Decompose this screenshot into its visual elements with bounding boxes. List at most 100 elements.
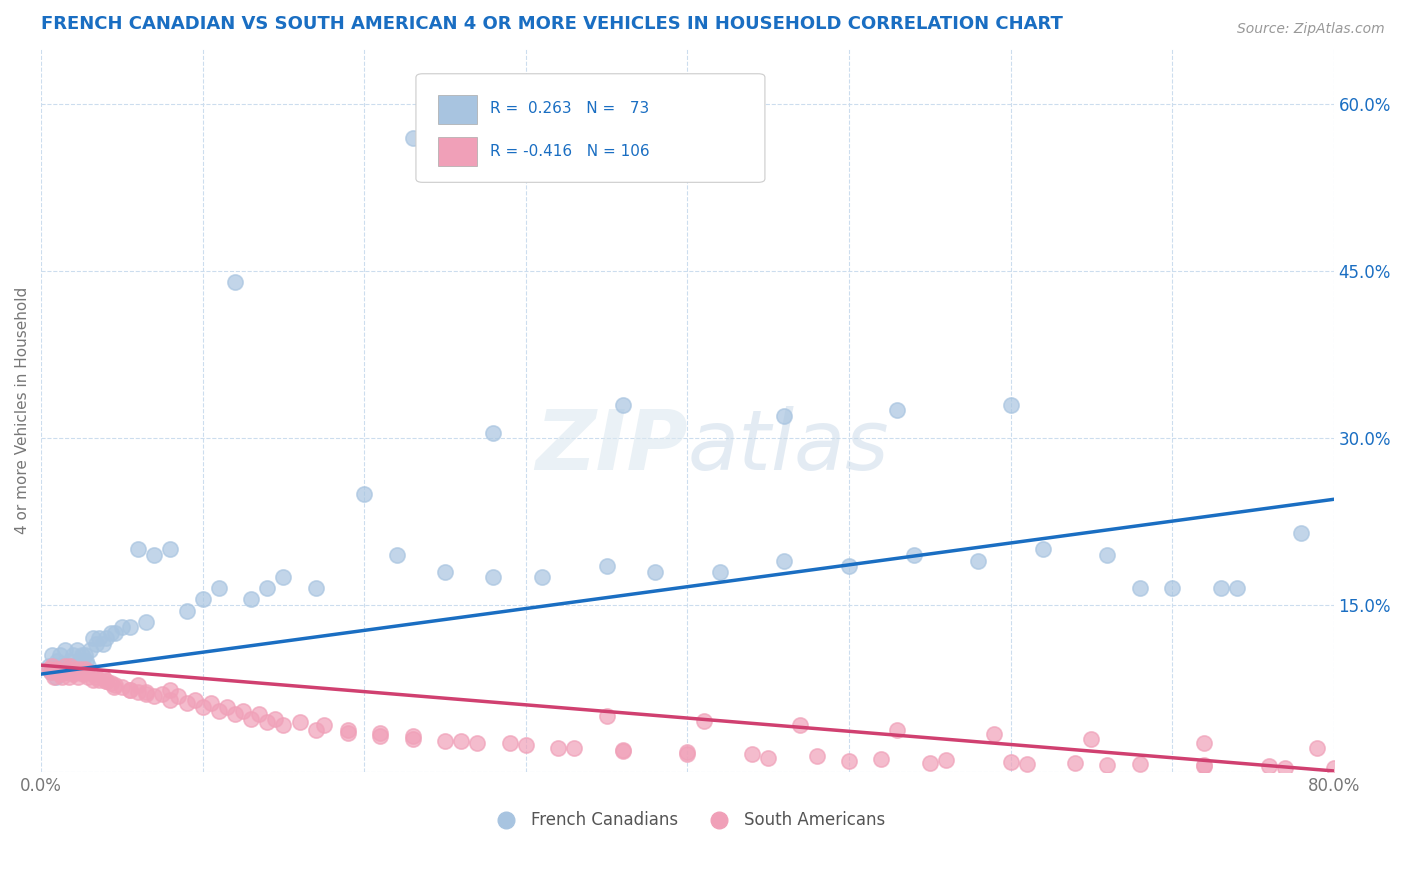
Point — [77, 659, 100, 673]
Point — [1258, 759, 1281, 773]
Point — [256, 582, 278, 596]
Point — [53, 642, 76, 657]
Point — [111, 620, 134, 634]
Point — [56, 665, 79, 679]
Point — [41, 648, 63, 662]
Point — [51, 670, 73, 684]
Point — [240, 592, 263, 607]
Point — [77, 670, 100, 684]
Point — [1291, 525, 1313, 540]
Point — [676, 747, 699, 762]
Point — [191, 700, 214, 714]
Point — [612, 398, 634, 412]
Point — [595, 559, 617, 574]
Point — [127, 685, 149, 699]
Point — [208, 704, 231, 718]
Point — [135, 685, 157, 699]
Point — [45, 670, 67, 684]
Point — [82, 632, 104, 646]
Point — [91, 670, 114, 684]
Point — [595, 709, 617, 723]
Text: ZIP: ZIP — [534, 406, 688, 487]
Point — [1000, 398, 1022, 412]
Point — [104, 678, 127, 692]
Point — [1129, 757, 1152, 772]
Point — [838, 559, 860, 574]
Point — [1000, 755, 1022, 769]
Point — [94, 673, 117, 688]
Point — [176, 604, 198, 618]
Point — [52, 659, 75, 673]
Point — [1226, 582, 1249, 596]
Point — [38, 659, 60, 673]
Point — [67, 659, 90, 673]
Point — [118, 620, 141, 634]
Point — [353, 487, 375, 501]
Point — [273, 718, 295, 732]
Point — [70, 648, 93, 662]
Point — [62, 667, 84, 681]
Text: FRENCH CANADIAN VS SOUTH AMERICAN 4 OR MORE VEHICLES IN HOUSEHOLD CORRELATION CH: FRENCH CANADIAN VS SOUTH AMERICAN 4 OR M… — [41, 15, 1063, 33]
Point — [104, 626, 127, 640]
Point — [1032, 542, 1054, 557]
Point — [82, 673, 104, 687]
Point — [183, 692, 205, 706]
Point — [870, 752, 893, 766]
Point — [127, 678, 149, 692]
Point — [515, 739, 537, 753]
Point — [612, 744, 634, 758]
Point — [66, 642, 89, 657]
Point — [45, 663, 67, 677]
Point — [46, 661, 69, 675]
Point — [1274, 761, 1296, 775]
Point — [89, 632, 111, 646]
Point — [967, 553, 990, 567]
Point — [48, 659, 70, 673]
Point — [62, 648, 84, 662]
Point — [402, 130, 425, 145]
Point — [1194, 758, 1216, 772]
Point — [773, 553, 796, 567]
Point — [103, 681, 125, 695]
Point — [208, 582, 231, 596]
Point — [56, 659, 79, 673]
Y-axis label: 4 or more Vehicles in Household: 4 or more Vehicles in Household — [15, 286, 30, 534]
Point — [1306, 740, 1329, 755]
Point — [191, 592, 214, 607]
Point — [39, 665, 62, 679]
Point — [482, 570, 505, 584]
Point — [159, 682, 181, 697]
Point — [94, 673, 117, 688]
Point — [143, 690, 166, 704]
Point — [1194, 759, 1216, 773]
FancyBboxPatch shape — [437, 95, 477, 124]
Point — [789, 718, 811, 732]
Point — [200, 696, 222, 710]
Point — [48, 665, 70, 679]
Point — [1080, 731, 1102, 746]
Point — [312, 718, 335, 732]
Point — [46, 654, 69, 668]
Point — [224, 707, 246, 722]
Point — [100, 676, 122, 690]
Point — [63, 659, 86, 673]
Point — [53, 659, 76, 673]
Point — [176, 696, 198, 710]
FancyBboxPatch shape — [416, 74, 765, 182]
Point — [402, 730, 425, 744]
Point — [676, 745, 699, 759]
Point — [1097, 548, 1119, 562]
Point — [42, 659, 65, 673]
Point — [224, 275, 246, 289]
Point — [52, 665, 75, 679]
Point — [79, 642, 101, 657]
Point — [562, 740, 585, 755]
Point — [38, 661, 60, 675]
Point — [773, 409, 796, 423]
Point — [467, 736, 489, 750]
Point — [935, 753, 957, 767]
Point — [886, 723, 908, 737]
Point — [84, 637, 107, 651]
Point — [72, 659, 94, 673]
Point — [69, 654, 91, 668]
